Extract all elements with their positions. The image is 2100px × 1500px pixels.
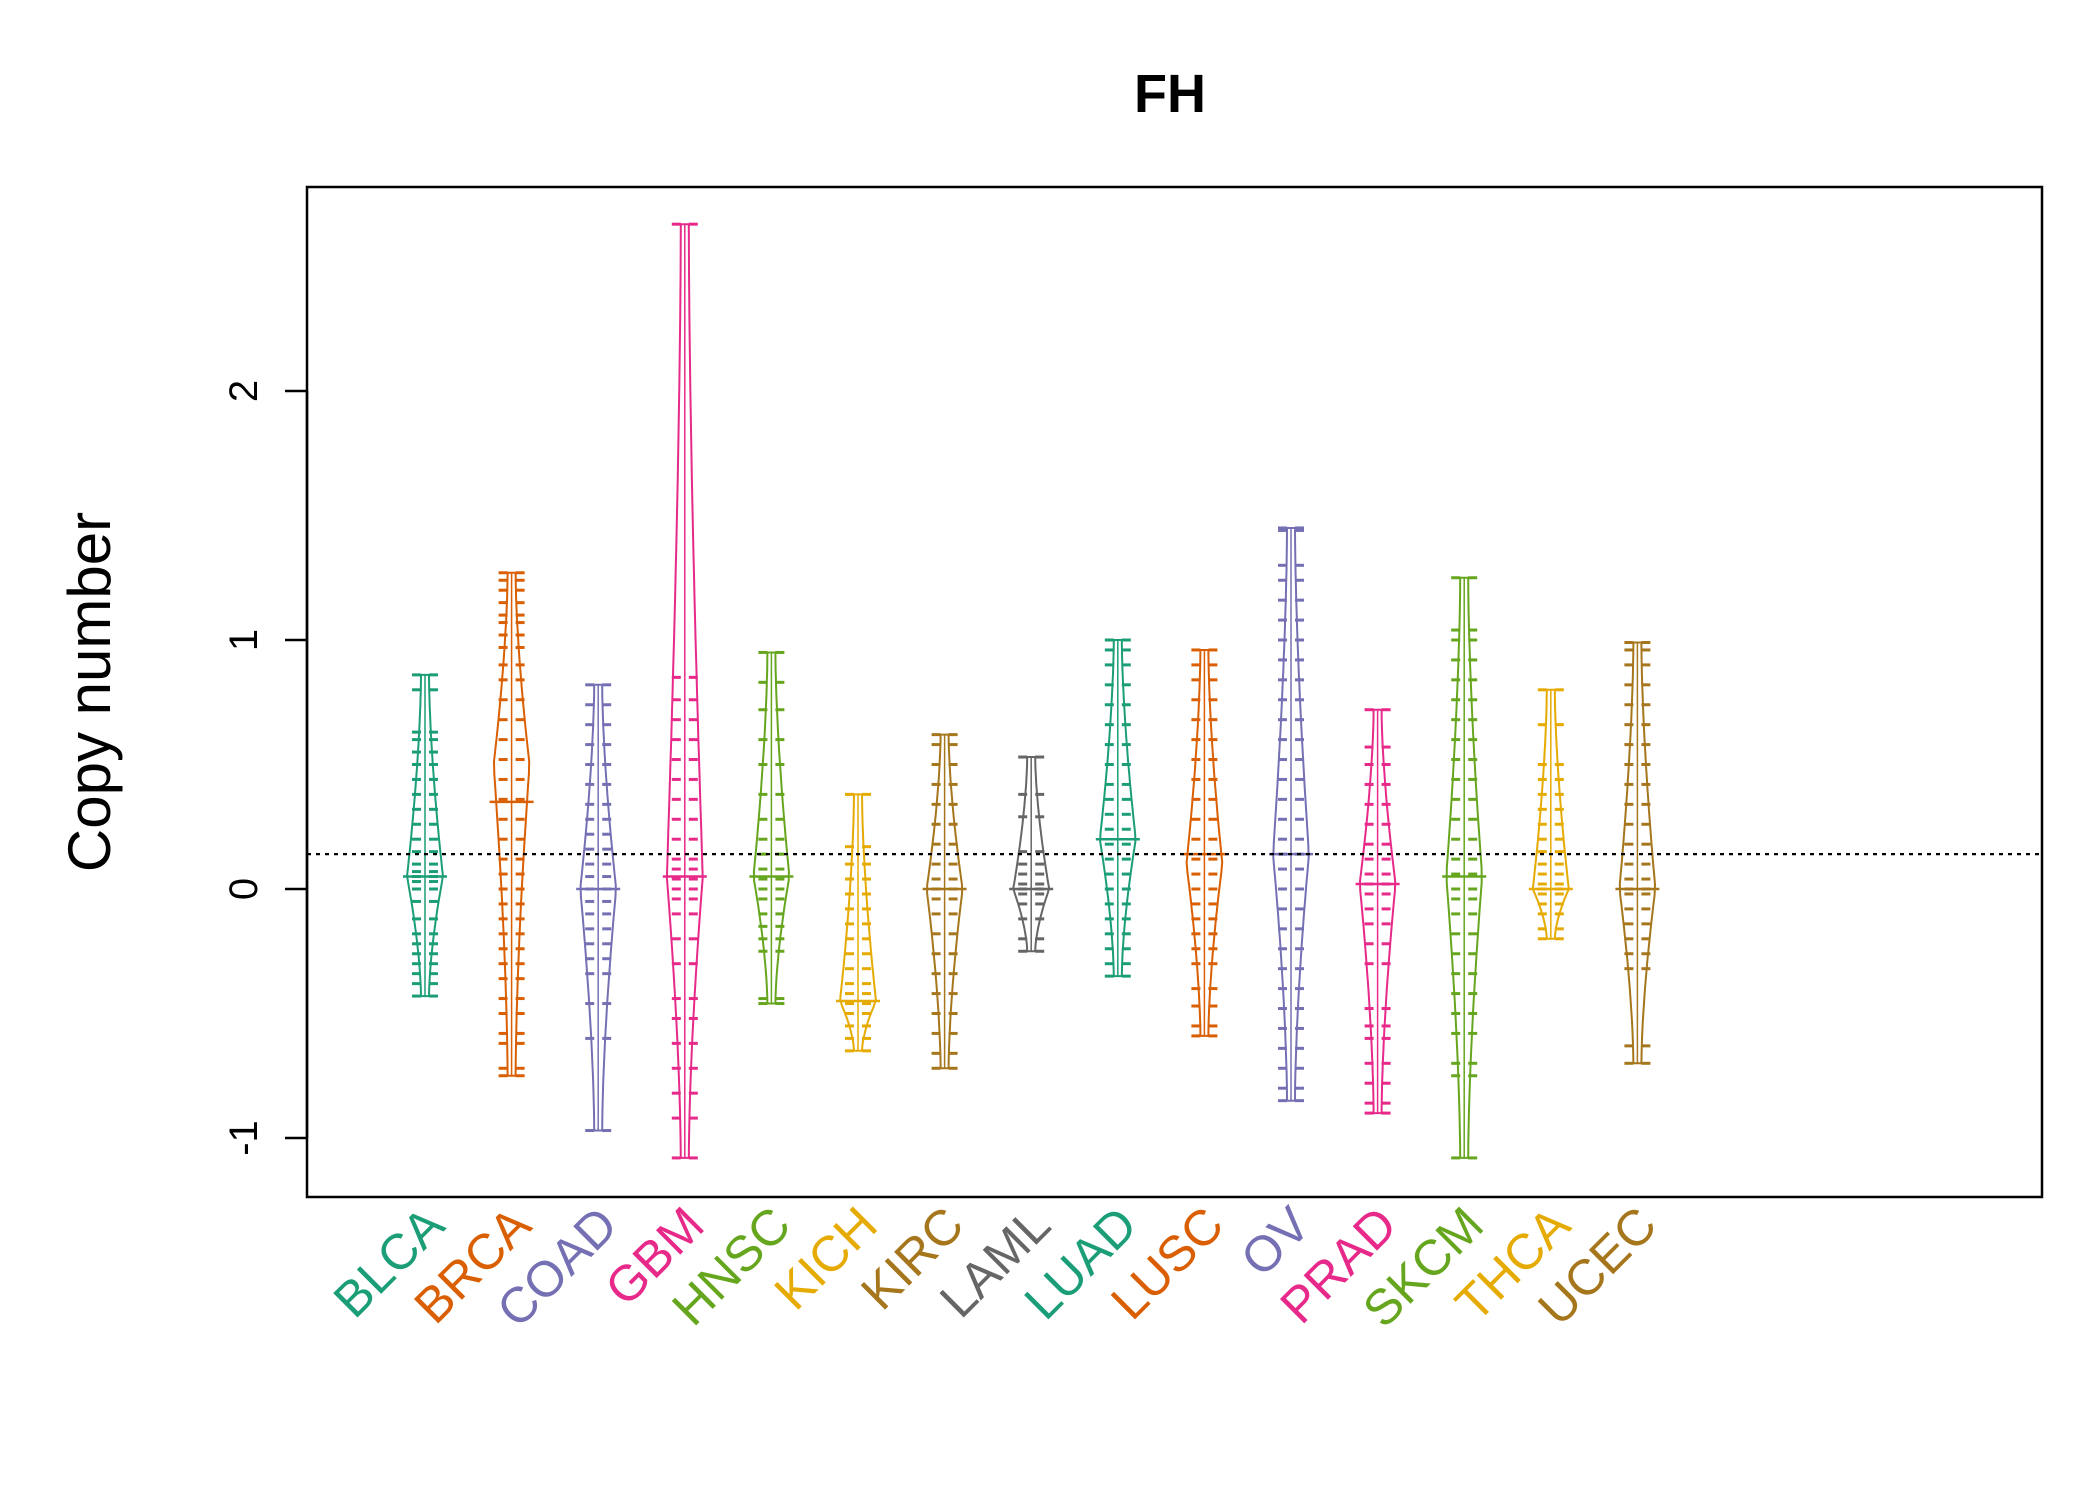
y-tick-label: 0 — [222, 878, 266, 900]
bean-kich — [836, 792, 880, 1053]
bean-ucec — [1615, 640, 1660, 1065]
chart-title: FH — [1134, 64, 1206, 124]
bean-skcm — [1442, 576, 1487, 1160]
bean-hnsc — [749, 650, 794, 1006]
bean-blca — [403, 673, 447, 998]
bean-gbm — [662, 222, 707, 1160]
y-axis: -1 0 1 2 — [222, 380, 309, 1156]
plot-frame — [305, 185, 2044, 1199]
bean-laml — [1009, 755, 1054, 953]
bean-thca — [1528, 688, 1573, 941]
category-label-kich: KICH — [764, 1196, 888, 1320]
bean-luad — [1095, 638, 1140, 978]
y-axis-label: Copy number — [56, 512, 123, 872]
bean-prad — [1355, 708, 1400, 1115]
bean-ov — [1269, 526, 1313, 1103]
bean-lusc — [1182, 648, 1227, 1038]
y-tick-label: 2 — [222, 380, 266, 402]
category-labels: BLCABRCACOADGBMHNSCKICHKIRCLAMLLUADLUSCO… — [323, 1196, 1667, 1338]
beans-layer — [403, 222, 1660, 1160]
bean-coad — [576, 683, 621, 1133]
y-tick-label: 1 — [222, 629, 266, 651]
y-tick-label: -1 — [222, 1120, 266, 1156]
bean-brca — [489, 571, 534, 1078]
bean-kirc — [922, 733, 967, 1070]
